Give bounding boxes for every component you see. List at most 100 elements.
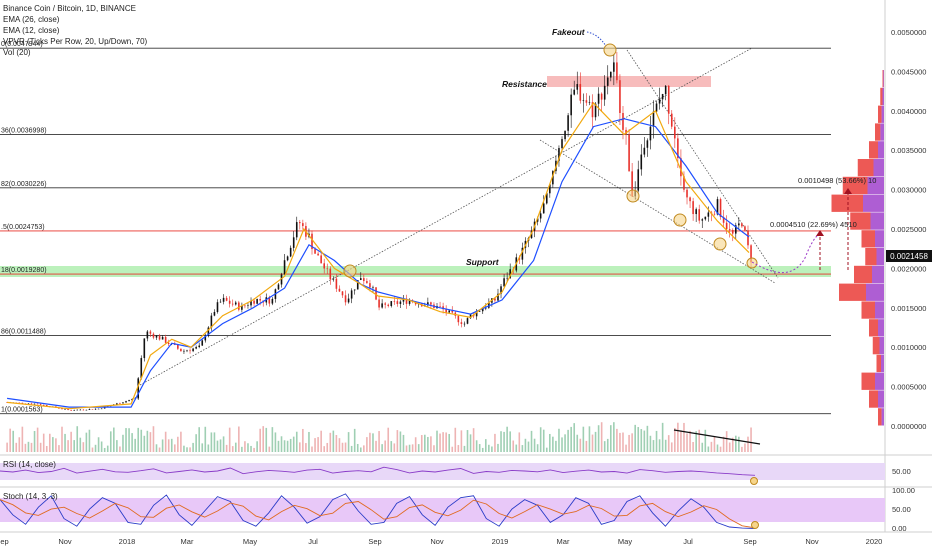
volume-bar: [234, 442, 237, 452]
candle-body: [128, 400, 130, 402]
vpvr-down-row: [861, 230, 875, 248]
candle-body: [497, 293, 499, 301]
volume-bar: [67, 440, 69, 452]
vpvr-up-row: [875, 301, 884, 319]
volume-bar: [686, 433, 688, 452]
candle-body: [341, 291, 344, 296]
candle-body: [622, 113, 624, 130]
volume-bar: [674, 427, 676, 452]
volume-bar: [728, 442, 731, 452]
touch-markers: [343, 43, 758, 278]
candle-body: [122, 402, 124, 404]
vpvr-up-row: [878, 141, 884, 159]
fib-label-4: 18(0.0019280): [1, 267, 47, 274]
candle-body: [564, 130, 566, 140]
volume-bar: [61, 426, 63, 452]
volume-bar: [283, 440, 286, 452]
candle-body: [405, 298, 408, 304]
candle-body: [280, 274, 283, 285]
vpvr-down-row: [854, 265, 872, 284]
time-tick-11: Jul: [683, 537, 693, 546]
vpvr-down-row: [831, 194, 863, 212]
volume-bar: [509, 431, 511, 452]
volume-bar: [198, 427, 200, 452]
candle-body: [570, 94, 572, 116]
candle-body: [299, 222, 301, 224]
volume-bar: [116, 440, 118, 452]
candle-body: [387, 304, 390, 306]
volume-bar: [454, 427, 457, 452]
vpvr-down-row: [878, 408, 882, 426]
fib-label-6: 1(0.0001563): [1, 407, 43, 414]
volume-bar: [12, 430, 15, 452]
candle-body: [131, 399, 133, 401]
volume-bar: [460, 430, 463, 452]
volume-bar: [576, 434, 579, 452]
price-tick-2: 0.0040000: [891, 107, 926, 116]
volume-bar: [408, 444, 411, 452]
candle-body: [692, 201, 694, 215]
volume-bar: [582, 426, 585, 452]
fakeout-label: Fakeout: [552, 27, 586, 37]
volume-bar: [695, 431, 697, 452]
volume-bar: [616, 428, 618, 452]
vpvr-up-row: [878, 390, 884, 408]
volume-bar: [527, 441, 530, 452]
candle-body: [744, 226, 746, 231]
candle-body: [707, 212, 710, 217]
candle-body: [448, 310, 451, 313]
price-tick-5: 0.0025000: [891, 225, 926, 234]
volume-bar: [277, 440, 280, 452]
candle-body: [76, 409, 79, 411]
candle-body: [378, 299, 380, 308]
candle-body: [686, 189, 688, 198]
candle-body: [588, 102, 591, 103]
vpvr-down-row: [872, 337, 880, 355]
candle-body: [631, 171, 633, 197]
volume-bar: [585, 440, 588, 452]
candle-body: [594, 103, 597, 118]
legend-rsi: RSI (14, close): [3, 460, 56, 469]
volume-bar: [670, 442, 673, 452]
time-axis: Sep Nov 2018 Mar May Jul Sep Nov 2019 Mar May Jul Se…: [0, 537, 882, 546]
price-tick-1: 0.0045000: [891, 67, 926, 76]
candle-body: [609, 71, 612, 78]
volume-bar: [475, 440, 478, 452]
price-axis: 0.0050000 0.0045000 0.0040000 0.0035000 0.00…: [891, 28, 926, 431]
target-1-arrowhead: [816, 230, 824, 236]
symbol-title: Binance Coin / Bitcoin, 1D, BINANCE: [3, 4, 136, 13]
candle-body: [344, 295, 347, 303]
volume-bar: [180, 431, 182, 452]
vpvr-up-row: [878, 319, 884, 337]
stoch-tick-50: 50.00: [892, 505, 911, 514]
candle-body: [36, 403, 39, 405]
volume-bar: [664, 439, 667, 452]
candle-body: [18, 402, 21, 404]
volume-bar: [250, 445, 252, 452]
volume-bar: [183, 445, 185, 452]
candle-body: [664, 85, 667, 95]
volume-bar: [469, 434, 472, 452]
candle-body: [478, 311, 481, 312]
channel-upper-trendline: [626, 49, 779, 279]
volume-bar: [119, 446, 121, 452]
vpvr-up-row: [873, 159, 884, 177]
volume-bar: [591, 434, 594, 452]
time-tick-13: Nov: [805, 537, 819, 546]
volume-bar: [146, 430, 149, 452]
candle-body: [204, 336, 207, 341]
volume-bar: [622, 432, 624, 452]
candle-body: [613, 62, 615, 72]
volume-bar: [542, 429, 545, 452]
candle-body: [183, 350, 185, 352]
candle-body: [616, 62, 618, 81]
volume-bar: [704, 429, 707, 452]
candle-body: [67, 409, 69, 410]
volume-bar: [512, 440, 515, 452]
candle-body: [399, 301, 402, 304]
volume-bar: [289, 438, 292, 452]
candle-body: [680, 158, 682, 177]
candle-body: [323, 263, 325, 269]
candle-body: [460, 322, 463, 324]
price-tick-10: 0.0000000: [891, 422, 926, 431]
